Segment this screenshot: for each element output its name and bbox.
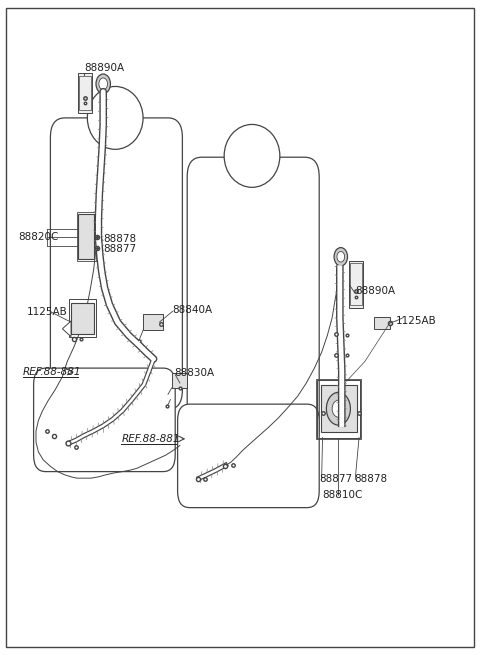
Text: 88890A: 88890A xyxy=(84,64,124,73)
Polygon shape xyxy=(62,321,71,337)
Ellipse shape xyxy=(326,392,350,425)
Bar xyxy=(78,73,92,113)
FancyBboxPatch shape xyxy=(50,118,182,409)
FancyBboxPatch shape xyxy=(187,157,319,449)
Text: 88890A: 88890A xyxy=(355,286,396,297)
Text: 88878: 88878 xyxy=(103,234,136,244)
Bar xyxy=(349,261,363,308)
Text: 88830A: 88830A xyxy=(174,368,215,379)
Text: REF.88-881: REF.88-881 xyxy=(23,367,82,377)
Bar xyxy=(79,76,91,110)
Text: 88878: 88878 xyxy=(354,474,387,485)
Bar xyxy=(143,314,163,330)
Text: 88820C: 88820C xyxy=(18,232,59,242)
Bar xyxy=(69,299,96,337)
Text: 1125AB: 1125AB xyxy=(396,316,437,326)
FancyBboxPatch shape xyxy=(178,404,319,508)
Text: 88840A: 88840A xyxy=(172,305,212,315)
Bar xyxy=(78,214,94,259)
Ellipse shape xyxy=(332,400,345,417)
Bar xyxy=(374,317,390,329)
Ellipse shape xyxy=(337,252,345,262)
Text: 88810C: 88810C xyxy=(323,489,363,500)
Bar xyxy=(350,263,362,305)
FancyBboxPatch shape xyxy=(34,368,175,472)
Bar xyxy=(317,380,360,438)
Bar xyxy=(71,303,94,334)
Bar xyxy=(316,379,361,439)
Ellipse shape xyxy=(99,78,108,90)
Bar xyxy=(321,385,357,432)
Ellipse shape xyxy=(334,248,348,266)
Bar xyxy=(77,212,96,261)
Ellipse shape xyxy=(87,86,143,149)
Text: 88877: 88877 xyxy=(319,474,352,485)
Bar xyxy=(172,373,187,388)
Text: 88877: 88877 xyxy=(103,244,136,254)
Text: REF.88-881: REF.88-881 xyxy=(121,434,180,444)
Text: 1125AB: 1125AB xyxy=(26,307,67,318)
Ellipse shape xyxy=(96,74,110,94)
Ellipse shape xyxy=(224,124,280,187)
